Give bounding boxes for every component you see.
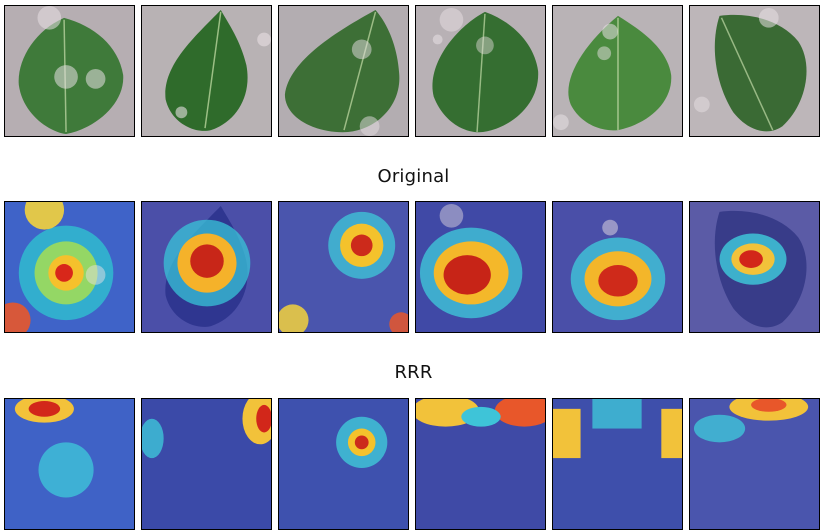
- heatmap-image-2: [141, 201, 272, 333]
- leaf-image-4: [415, 5, 546, 137]
- row-caption-original: Original: [377, 166, 450, 187]
- leaf-image-6: [689, 5, 820, 137]
- heatmap-image-8: [141, 398, 272, 530]
- heatmap-image-10: [415, 398, 546, 530]
- heatmap-image-11: [552, 398, 683, 530]
- leaf-image-2: [141, 5, 272, 137]
- heatmap-image-12: [689, 398, 820, 530]
- heatmap-image-3: [278, 201, 409, 333]
- heatmap-image-9: [278, 398, 409, 530]
- leaf-image-1: [4, 5, 135, 137]
- heatmap-image-5: [552, 201, 683, 333]
- heatmap-image-6: [689, 201, 820, 333]
- heatmap-image-7: [4, 398, 135, 530]
- heatmap-image-1: [4, 201, 135, 333]
- leaf-image-5: [552, 5, 683, 137]
- heatmap-image-4: [415, 201, 546, 333]
- leaf-image-3: [278, 5, 409, 137]
- row-caption-rrr: RRR: [394, 362, 433, 383]
